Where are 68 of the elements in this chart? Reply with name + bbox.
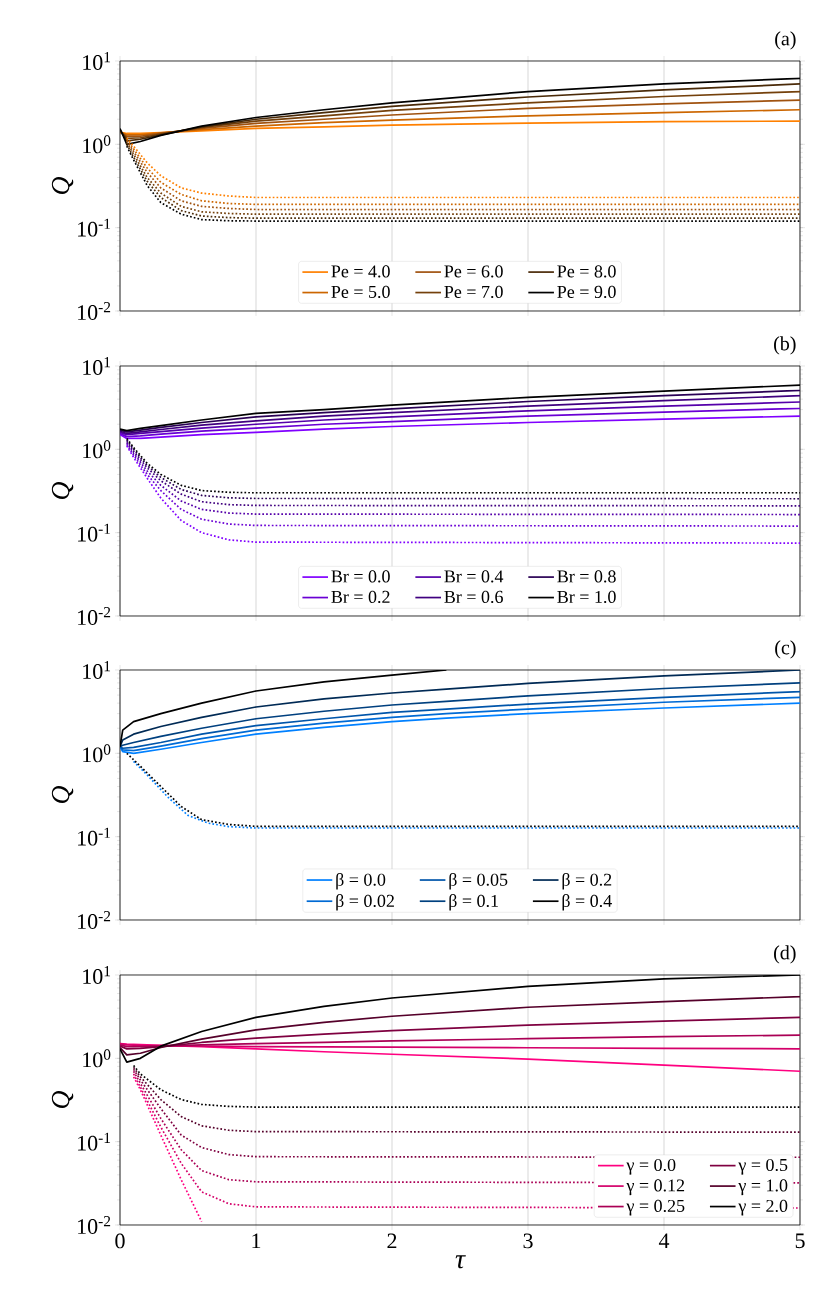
line-series xyxy=(125,443,800,527)
y-tick-label: 10$^{-2}$ xyxy=(78,302,111,320)
line-series xyxy=(120,1034,800,1048)
y-tick-label: 10$^{-2}$ xyxy=(78,911,111,929)
line-series xyxy=(120,90,800,140)
y-tick-label: 10$^{0}$ xyxy=(83,744,111,763)
y-tick-label: 10$^{0}$ xyxy=(83,1049,111,1068)
legend-label: γ = 2.0 xyxy=(738,1199,788,1216)
line-series xyxy=(120,415,800,440)
y-tick-label: 10$^{-1}$ xyxy=(78,523,111,542)
x-tick-label: 5 xyxy=(795,1233,805,1249)
chart-title: (a) xyxy=(775,31,796,50)
x-tick-label: 0 xyxy=(115,1233,125,1249)
line-series xyxy=(120,1016,800,1050)
x-axis-title: τ xyxy=(455,1255,466,1269)
legend-label: γ = 0.5 xyxy=(738,1158,788,1175)
line-series xyxy=(120,669,800,748)
y-tick-label: 10$^{-1}$ xyxy=(78,218,111,237)
legend-label: Pe = 8.0 xyxy=(557,265,616,278)
line-series xyxy=(120,995,800,1056)
line-series xyxy=(132,1075,203,1223)
legend-label: β = 0.05 xyxy=(449,872,508,890)
y-axis-title: Q xyxy=(51,1091,74,1108)
line-series xyxy=(120,702,800,755)
legend-label: β = 0.02 xyxy=(336,894,394,911)
legend-label: γ = 0.12 xyxy=(626,1179,685,1196)
y-tick-label: 10$^{1}$ xyxy=(83,966,111,984)
legend-label: Br = 0.6 xyxy=(444,590,503,604)
legend-label: β = 0.2 xyxy=(562,872,612,890)
y-tick-label: 10$^{-1}$ xyxy=(78,827,111,846)
line-series xyxy=(132,1066,800,1134)
x-tick-label: 3 xyxy=(523,1233,533,1249)
y-tick-label: 10$^{1}$ xyxy=(83,357,111,375)
y-tick-label: 10$^{-1}$ xyxy=(78,1132,111,1151)
legend-label: Br = 0.2 xyxy=(331,590,390,604)
legend-label: Br = 0.4 xyxy=(444,570,504,583)
x-tick-label: 4 xyxy=(658,1233,670,1249)
legend-label: γ = 1.0 xyxy=(738,1179,788,1196)
legend-label: β = 0.0 xyxy=(336,872,386,890)
x-tick-label: 2 xyxy=(387,1233,397,1249)
legend-label: Pe = 6.0 xyxy=(444,265,503,278)
legend-label: β = 0.4 xyxy=(562,894,612,911)
legend-label: Br = 0.0 xyxy=(331,570,390,583)
y-tick-label: 10$^{0}$ xyxy=(83,135,111,154)
y-tick-label: 10$^{-2}$ xyxy=(78,607,111,625)
chart-title: (b) xyxy=(774,336,796,355)
line-series xyxy=(120,401,800,436)
legend-label: Pe = 4.0 xyxy=(331,265,390,278)
x-tick-label: 1 xyxy=(252,1233,261,1249)
y-axis-title: Q xyxy=(51,482,74,499)
legend-label: Pe = 7.0 xyxy=(444,285,503,299)
legend-label: Pe = 9.0 xyxy=(557,285,616,299)
legend-label: β = 0.1 xyxy=(449,894,498,911)
line-series xyxy=(120,120,800,135)
legend-label: γ = 0.0 xyxy=(626,1158,676,1175)
legend-label: γ = 0.25 xyxy=(626,1199,685,1216)
legend-label: Pe = 5.0 xyxy=(331,285,390,299)
chart-title: (d) xyxy=(774,945,796,964)
y-axis-title: Q xyxy=(51,177,74,194)
legend-label: Br = 0.8 xyxy=(557,570,616,583)
y-tick-label: 10$^{0}$ xyxy=(83,440,111,459)
line-series xyxy=(120,407,800,438)
y-tick-label: 10$^{1}$ xyxy=(83,661,111,679)
y-tick-label: 10$^{-2}$ xyxy=(78,1216,111,1234)
y-tick-label: 10$^{1}$ xyxy=(83,52,111,70)
y-axis-title: Q xyxy=(51,786,74,803)
legend-label: Br = 1.0 xyxy=(557,590,616,604)
chart-title: (c) xyxy=(775,640,796,659)
